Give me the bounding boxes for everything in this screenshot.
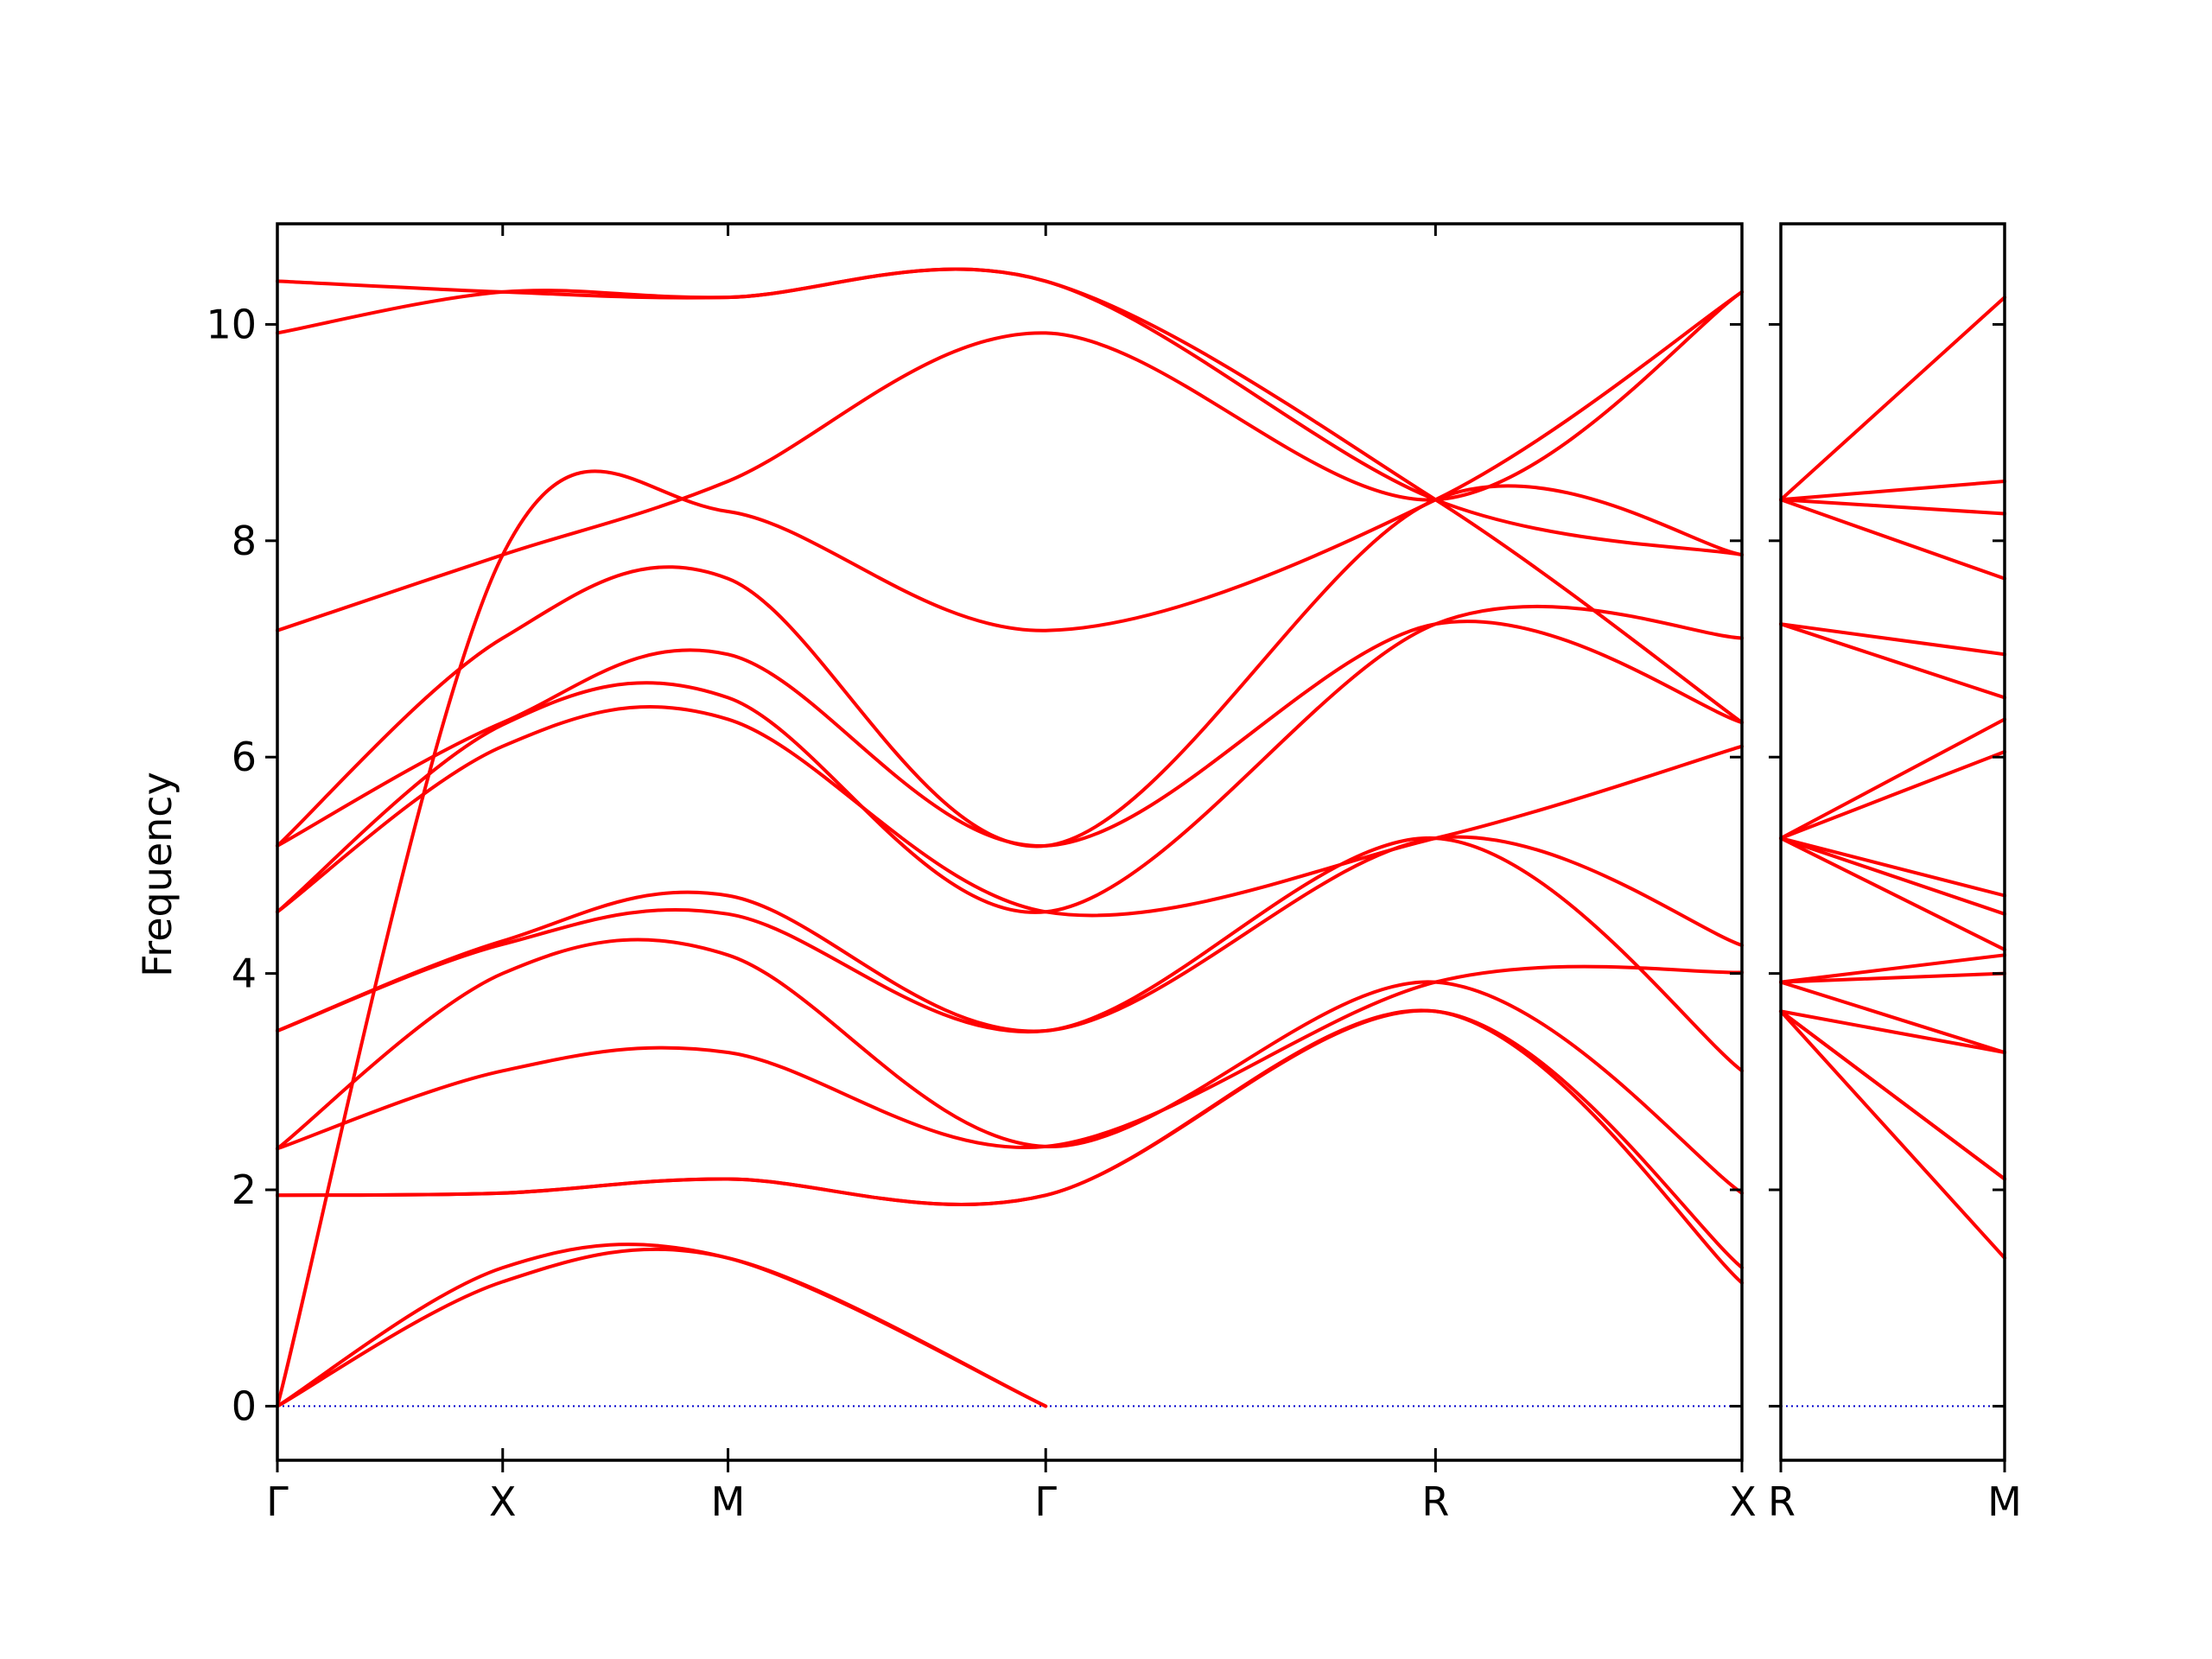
phonon-band-15 — [276, 267, 1744, 557]
x-tick-label: M — [1987, 1478, 2022, 1525]
phonon-band-9 — [276, 835, 1744, 1033]
y-tick-label: 0 — [232, 1382, 257, 1429]
x-tick-label: X — [489, 1478, 517, 1525]
phonon-band-8 — [276, 836, 1744, 1073]
plot-frame — [1779, 222, 2006, 1462]
x-tick-label: X — [1729, 1478, 1757, 1525]
phonon-band-10 — [276, 705, 1744, 918]
phonon-band-1 — [1779, 1009, 2006, 1260]
phonon-band-8 — [1779, 836, 2006, 952]
phonon-band-3 — [1779, 1009, 2006, 1181]
plot-frame — [276, 222, 1744, 1462]
phonon-band-12 — [1779, 717, 2006, 841]
phonon-band-2 — [276, 1243, 1048, 1408]
phonon-band-13 — [1779, 622, 2006, 700]
y-tick-label: 2 — [232, 1166, 257, 1213]
x-tick-label: R — [1768, 1478, 1796, 1525]
phonon-band-3 — [276, 289, 1744, 1408]
y-tick-label: 8 — [232, 518, 257, 564]
phonon-band-14 — [1779, 622, 2006, 657]
phonon-band-5 — [1779, 980, 2006, 1054]
band-panel-main: 0 2 4 6 8 10 Γ X M Γ R X — [206, 222, 1757, 1525]
x-tick-label: Γ — [1034, 1478, 1057, 1525]
y-axis-label: Frequency — [134, 772, 181, 977]
phonon-band-16 — [1779, 498, 2006, 516]
x-tick-label: Γ — [266, 1478, 289, 1525]
phonon-band-16 — [276, 267, 1744, 725]
x-tick-label: M — [711, 1478, 746, 1525]
phonon-band-4 — [1779, 1009, 2006, 1054]
phonon-band-10 — [1779, 836, 2006, 898]
phonon-band-9 — [1779, 836, 2006, 916]
phonon-band-11 — [276, 604, 1744, 914]
phonon-band-6 — [276, 964, 1744, 1151]
phonon-band-14 — [276, 289, 1744, 632]
x-tick-label: R — [1421, 1478, 1449, 1525]
phonon-band-5 — [276, 1008, 1744, 1270]
phonon-band-15 — [1779, 498, 2006, 581]
phonon-band-7 — [1779, 953, 2006, 984]
y-tick-label: 4 — [232, 950, 257, 997]
phonon-band-18 — [1779, 296, 2006, 502]
phonon-band-13 — [276, 484, 1744, 849]
phonon-band-17 — [1779, 480, 2006, 502]
y-tick-label: 10 — [206, 301, 257, 347]
y-tick-label: 6 — [232, 734, 257, 780]
phonon-band-7 — [276, 938, 1744, 1195]
phonon-band-12 — [276, 620, 1744, 848]
phonon-band-11 — [1779, 750, 2006, 841]
